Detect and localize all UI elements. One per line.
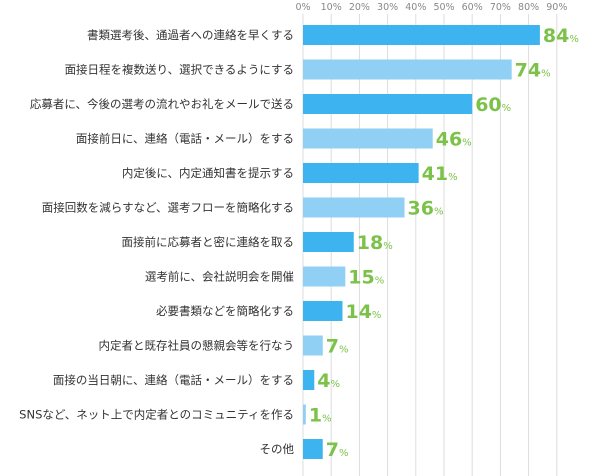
x-tick-label: 10% (321, 2, 342, 13)
bar (303, 25, 540, 45)
value-label: 36% (408, 198, 444, 220)
category-label: 面接の当日朝に、連絡（電話・メール）をする (53, 373, 294, 387)
bar (303, 94, 473, 114)
x-tick-label: 50% (433, 2, 454, 13)
category-label: 面接回数を減らすなど、選考フローを簡略化する (42, 201, 294, 215)
value-label: 18% (357, 232, 393, 254)
value-label: 14% (345, 301, 381, 323)
bar (303, 59, 512, 80)
category-label: 必要書類などを簡略化する (156, 304, 294, 318)
bar (303, 197, 405, 218)
category-label: 内定者と既存社員の懇親会等を行なう (99, 339, 295, 353)
value-label: 41% (422, 163, 458, 185)
value-label: 7% (326, 336, 349, 358)
category-label: 面接前に応募者と密に連絡を取る (122, 235, 295, 249)
bar (303, 128, 433, 149)
value-label: 1% (309, 405, 332, 427)
category-label: 内定後に、内定通知書を提示する (122, 166, 294, 180)
x-tick-label: 40% (405, 2, 426, 13)
value-label: 15% (348, 267, 384, 289)
bar (303, 163, 419, 183)
bar (303, 404, 306, 425)
bar (303, 232, 354, 252)
category-label: 面接日程を複数送り、選択できるようにする (65, 63, 294, 77)
x-tick-label: 80% (518, 2, 539, 13)
category-label: 面接前日に、連絡（電話・メール）をする (76, 132, 294, 146)
value-label: 4% (317, 370, 340, 392)
x-tick-label: 0% (295, 2, 310, 13)
value-label: 84% (543, 25, 579, 47)
x-tick-label: 60% (462, 2, 483, 13)
bar (303, 335, 323, 356)
category-label: SNSなど、ネット上で内定者とのコミュニティを作る (19, 408, 294, 422)
value-label: 46% (436, 129, 472, 151)
bar (303, 301, 343, 321)
category-label: 書類選考後、通過者への連絡を早くする (87, 28, 294, 42)
x-tick-label: 70% (490, 2, 511, 13)
x-tick-label: 30% (377, 2, 398, 13)
bar (303, 439, 323, 459)
category-label: 応募者に、今後の選考の流れやお礼をメールで送る (30, 97, 294, 111)
category-label: 選考前に、会社説明会を開催 (145, 270, 295, 284)
bar (303, 370, 315, 390)
value-label: 60% (475, 94, 511, 116)
category-label: その他 (260, 442, 295, 456)
bar (303, 266, 346, 287)
x-tick-label: 20% (349, 2, 370, 13)
value-label: 7% (326, 439, 349, 461)
value-label: 74% (515, 60, 551, 82)
x-tick-label: 90% (546, 2, 567, 13)
